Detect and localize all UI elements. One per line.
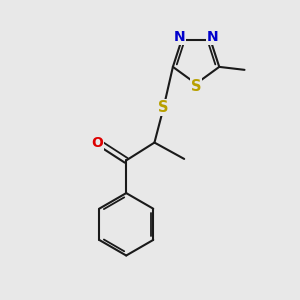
Text: N: N — [207, 30, 219, 44]
Text: N: N — [174, 30, 185, 44]
Text: S: S — [191, 79, 201, 94]
Text: S: S — [158, 100, 169, 115]
Text: O: O — [92, 136, 103, 150]
